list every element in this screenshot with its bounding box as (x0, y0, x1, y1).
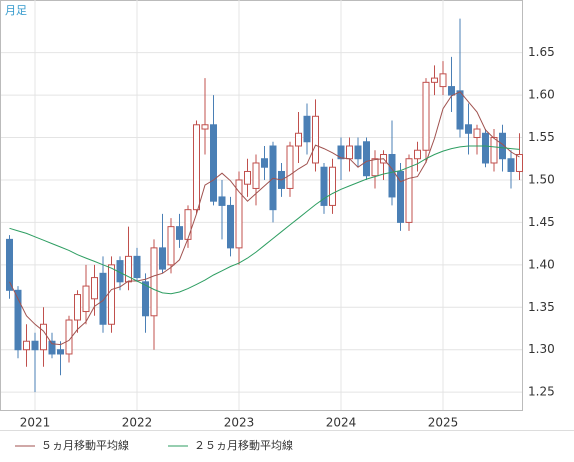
candle-body (227, 204, 234, 249)
y-tick-label: 1.40 (528, 257, 555, 271)
candle-body (40, 323, 47, 351)
candle-body (337, 145, 345, 160)
candle-body (516, 153, 523, 172)
candle-body (295, 132, 302, 147)
candle-body (201, 124, 209, 130)
candle-body (371, 158, 379, 177)
candle-body (91, 277, 98, 300)
candle-body (48, 340, 56, 355)
candle-body (99, 272, 107, 325)
candle-body (303, 115, 311, 143)
candle-body (159, 247, 166, 270)
candle-body (57, 349, 64, 355)
candle-body (235, 179, 243, 249)
plot-area (0, 0, 523, 411)
x-tick-label: 2023 (224, 416, 255, 430)
candle-body (108, 264, 115, 325)
candle-body (210, 124, 217, 202)
candle-body (167, 226, 175, 266)
candle-body (465, 124, 472, 134)
y-tick-label: 1.30 (528, 342, 555, 356)
candle-body (346, 145, 353, 160)
candle-body (193, 124, 200, 211)
x-tick-label: 2021 (20, 416, 51, 430)
candle-body (82, 285, 90, 313)
chart-title: 月足 (5, 4, 27, 17)
y-tick-label: 1.50 (528, 172, 555, 186)
candle-body (354, 145, 362, 160)
candle-body (176, 226, 183, 240)
moving-average-line (9, 145, 520, 295)
candle-body (125, 255, 132, 283)
moving-average-line (9, 91, 520, 346)
candle-body (286, 145, 294, 189)
candle-body (456, 90, 464, 130)
candle-body (312, 115, 319, 164)
y-tick-label: 1.60 (528, 88, 555, 102)
candle-body (23, 340, 30, 351)
legend-label: ２５ヵ月移動平均線 (194, 438, 293, 452)
legend-area (0, 430, 574, 462)
candle-body (439, 73, 447, 88)
candle-body (414, 149, 421, 160)
candle-body (244, 170, 251, 185)
x-tick-label: 2025 (428, 416, 459, 430)
candle-body (507, 158, 515, 172)
candle-body (482, 132, 489, 164)
candle-body (363, 141, 370, 177)
candle-body (74, 294, 81, 321)
candle-body (405, 158, 413, 223)
y-tick-label: 1.35 (528, 300, 555, 314)
candle-body (473, 128, 481, 139)
legend-label: ５ヵ月移動平均線 (41, 438, 129, 452)
candle-body (14, 289, 22, 351)
y-tick-label: 1.65 (528, 45, 555, 59)
candle-body (6, 238, 13, 291)
candle-body (184, 209, 192, 240)
candle-body (261, 158, 268, 168)
candle-body (499, 132, 506, 160)
candle-body (133, 255, 141, 279)
candle-body (329, 166, 336, 206)
candle-body (388, 153, 396, 198)
candle-body (422, 81, 430, 151)
candle-body (218, 196, 226, 206)
candle-body (397, 170, 404, 223)
y-tick-label: 1.45 (528, 215, 555, 229)
x-tick-label: 2022 (122, 416, 153, 430)
x-tick-label: 2024 (326, 416, 357, 430)
candle-body (320, 166, 328, 206)
candle-body (448, 86, 455, 96)
candle-body (142, 281, 149, 317)
candle-body (252, 162, 260, 189)
y-tick-label: 1.55 (528, 130, 555, 144)
candle-body (150, 247, 158, 317)
candle-body (490, 137, 498, 164)
candle-body (431, 77, 438, 83)
y-tick-label: 1.25 (528, 385, 555, 399)
candle-body (31, 340, 39, 351)
